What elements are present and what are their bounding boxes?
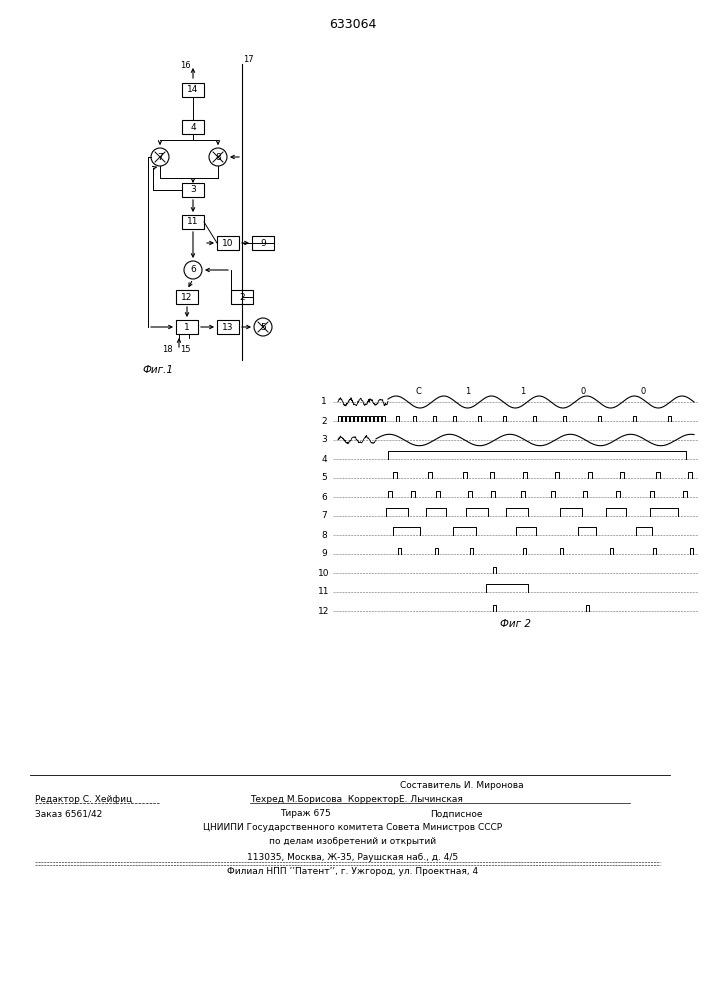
Text: Редактор С. Хейфиц: Редактор С. Хейфиц [35, 796, 132, 804]
Text: 8: 8 [215, 152, 221, 161]
Bar [217, 320, 239, 334]
Text: 12: 12 [181, 292, 193, 302]
Text: 16: 16 [180, 60, 190, 70]
Text: 0: 0 [641, 386, 645, 395]
Text: ЦНИИПИ Государственного комитета Совета Министров СССР: ЦНИИПИ Государственного комитета Совета … [204, 824, 503, 832]
Text: 1: 1 [184, 322, 190, 332]
Bar [182, 215, 204, 229]
Text: по делам изобретений и открытий: по делам изобретений и открытий [269, 838, 436, 846]
Text: 1: 1 [321, 397, 327, 406]
Text: 12: 12 [318, 606, 329, 615]
Text: 5: 5 [321, 474, 327, 483]
Text: 1: 1 [520, 386, 525, 395]
Text: Фиг 2: Фиг 2 [500, 619, 531, 629]
Text: 10: 10 [222, 238, 234, 247]
Text: 8: 8 [321, 530, 327, 540]
Text: 11: 11 [318, 587, 329, 596]
Bar [182, 120, 204, 134]
Bar [182, 183, 204, 197]
Text: Тираж 675: Тираж 675 [280, 810, 331, 818]
Text: 7: 7 [321, 512, 327, 520]
Text: 0: 0 [580, 386, 585, 395]
Text: 113035, Москва, Ж-35, Раушская наб., д. 4/5: 113035, Москва, Ж-35, Раушская наб., д. … [247, 854, 459, 862]
Text: 18: 18 [162, 346, 173, 355]
Text: C: C [415, 386, 421, 395]
Text: Заказ 6561/42: Заказ 6561/42 [35, 810, 103, 818]
Text: 633064: 633064 [329, 18, 377, 31]
Bar [231, 290, 253, 304]
Text: 4: 4 [321, 454, 327, 464]
Text: 2: 2 [239, 292, 245, 302]
Text: 14: 14 [187, 86, 199, 95]
Text: 13: 13 [222, 322, 234, 332]
Text: Составитель И. Миронова: Составитель И. Миронова [400, 780, 524, 790]
Text: 3: 3 [321, 436, 327, 444]
Text: 3: 3 [190, 186, 196, 194]
Text: 17: 17 [243, 54, 253, 64]
Text: 15: 15 [180, 346, 190, 355]
Bar [176, 320, 198, 334]
Bar [182, 83, 204, 97]
Text: 5: 5 [260, 322, 266, 332]
Text: Фиг.1: Фиг.1 [143, 365, 173, 375]
Text: 10: 10 [318, 568, 329, 578]
Text: 7: 7 [157, 152, 163, 161]
Text: 6: 6 [321, 492, 327, 502]
Bar [176, 290, 198, 304]
Text: 11: 11 [187, 218, 199, 227]
Text: 1: 1 [465, 386, 471, 395]
Text: 4: 4 [190, 122, 196, 131]
Text: 2: 2 [321, 416, 327, 426]
Text: 9: 9 [260, 238, 266, 247]
Bar [217, 236, 239, 250]
Text: Филиал НПП ’’Патент’’, г. Ужгород, ул. Проектная, 4: Филиал НПП ’’Патент’’, г. Ужгород, ул. П… [228, 867, 479, 876]
Text: 9: 9 [321, 550, 327, 558]
Text: Подписное: Подписное [430, 810, 482, 818]
Text: Техред М.Борисова  КорректорЕ. Лычинская: Техред М.Борисова КорректорЕ. Лычинская [250, 796, 463, 804]
Text: 6: 6 [190, 265, 196, 274]
Bar [252, 236, 274, 250]
